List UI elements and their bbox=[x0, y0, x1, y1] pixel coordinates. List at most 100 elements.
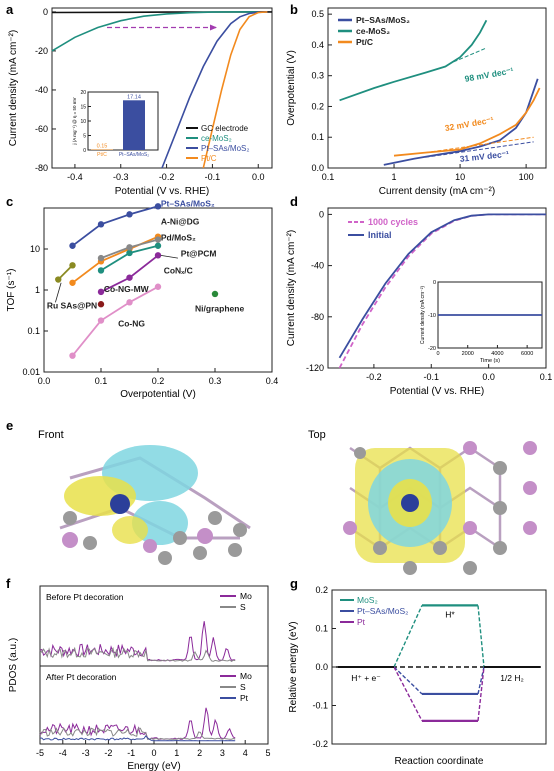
energy-connector bbox=[393, 666, 423, 695]
y-tick-label: 0.0 bbox=[315, 662, 328, 672]
x-tick-label: 1 bbox=[174, 748, 179, 758]
x-tick-label: 0.0 bbox=[252, 172, 265, 182]
slope-annotation: 98 mV dec⁻¹ bbox=[464, 65, 515, 83]
panel-a: -0.4 -0.3 -0.2 -0.1 0.0 0 -20 -40 -60 -80 Potentia… bbox=[0, 0, 280, 200]
y-tick-label: 0.2 bbox=[311, 101, 324, 111]
y-tick-label: 0.1 bbox=[27, 326, 40, 336]
subplot-title: Before Pt decoration bbox=[46, 592, 124, 602]
y-tick-label: -0.1 bbox=[312, 701, 328, 711]
x-tick-label: -0.4 bbox=[67, 172, 83, 182]
y-tick-label: -80 bbox=[35, 163, 48, 173]
y-tick-label: -40 bbox=[35, 85, 48, 95]
energy-connector bbox=[477, 605, 485, 668]
x-tick-label: 1 bbox=[392, 172, 397, 182]
inset-y-tick-label: 20 bbox=[80, 90, 86, 96]
series-label: Ni/graphene bbox=[195, 303, 244, 313]
data-point bbox=[154, 236, 162, 243]
y-tick-label: 0 bbox=[319, 209, 324, 219]
subplot-title: After Pt decoration bbox=[46, 672, 117, 682]
y-axis-label: Overpotential (V) bbox=[286, 50, 297, 126]
legend-label: Mo bbox=[240, 591, 252, 601]
leader-line bbox=[160, 254, 179, 259]
inset-bar bbox=[123, 100, 145, 150]
inset-y-tick-label: -10 bbox=[428, 313, 436, 319]
chart-f: -5 -4 -3 -2 -1 0 1 2 3 4 5 Energy (eV) PDOS (a.u.) Be… bbox=[8, 585, 271, 771]
plot-frame bbox=[327, 7, 547, 169]
x-tick-label: -0.2 bbox=[366, 372, 382, 382]
panel-f: -5 -4 -3 -2 -1 0 1 2 3 4 5 Energy (eV) PDOS (a.u.) Be… bbox=[0, 580, 280, 771]
plot-frame bbox=[327, 207, 547, 369]
state-label: H⁺ + e⁻ bbox=[351, 673, 381, 683]
series-line bbox=[393, 87, 541, 157]
data-point bbox=[126, 249, 133, 257]
legend-label: GC electrode bbox=[201, 124, 249, 133]
data-point bbox=[154, 283, 162, 290]
top-label: Top bbox=[308, 429, 326, 441]
inset-y-tick-label: 10 bbox=[80, 119, 86, 125]
series-label: CoNₓ/C bbox=[164, 266, 193, 276]
series-line bbox=[71, 205, 159, 247]
chart-d: -0.2 -0.1 0.0 0.1 0 -40 -80 -120 Potential (V vs… bbox=[286, 207, 553, 397]
x-tick-label: 2 bbox=[197, 748, 202, 758]
pdos-curve bbox=[39, 735, 236, 742]
y-tick-label: 1 bbox=[35, 285, 40, 295]
x-axis-label: Reaction coordinate bbox=[395, 756, 484, 767]
arrow-head bbox=[210, 24, 217, 31]
x-tick-label: 0 bbox=[151, 748, 156, 758]
legend-label: ce-MoS₂ bbox=[201, 134, 232, 143]
data-point bbox=[97, 317, 105, 324]
inset-y-tick-label: -20 bbox=[428, 346, 436, 352]
fit-line bbox=[425, 141, 534, 158]
fit-line bbox=[453, 47, 487, 63]
x-tick-label: 0.2 bbox=[152, 376, 165, 386]
x-axis-label: Overpotential (V) bbox=[120, 389, 196, 400]
y-tick-label: 0.2 bbox=[315, 585, 328, 595]
inset-x-tick-label: 6000 bbox=[521, 351, 533, 357]
x-tick-label: -0.1 bbox=[424, 372, 440, 382]
y-tick-label: -0.2 bbox=[312, 739, 328, 749]
y-tick-label: 0.1 bbox=[311, 132, 324, 142]
data-point bbox=[154, 252, 162, 259]
x-tick-label: 10 bbox=[455, 172, 465, 182]
x-tick-label: -0.3 bbox=[113, 172, 129, 182]
inset-x-tick-label: 2000 bbox=[462, 351, 474, 357]
x-tick-label: 0.4 bbox=[266, 376, 279, 386]
chart-c: 0.0 0.1 0.2 0.3 0.4 0.01 0.1 1 10 Overpotential (… bbox=[6, 200, 279, 400]
x-tick-label: -5 bbox=[36, 748, 44, 758]
x-tick-label: 0.3 bbox=[209, 376, 222, 386]
x-axis-label: Energy (eV) bbox=[127, 761, 180, 771]
data-point bbox=[97, 301, 105, 308]
inset-x-tick-label: 4000 bbox=[491, 351, 503, 357]
inset-y-tick-label: 15 bbox=[80, 105, 86, 111]
x-tick-label: 0.1 bbox=[322, 172, 335, 182]
state-label: H* bbox=[445, 609, 455, 619]
slope-annotation: 32 mV dec⁻¹ bbox=[444, 115, 495, 133]
x-tick-label: 0.1 bbox=[540, 372, 553, 382]
y-tick-label: -40 bbox=[311, 261, 324, 271]
data-point bbox=[55, 276, 62, 283]
x-tick-label: -0.2 bbox=[159, 172, 175, 182]
inset-category-label: Pt–SAs/MoS₂ bbox=[119, 152, 149, 158]
data-point bbox=[126, 299, 133, 306]
y-axis-label: Relative energy (eV) bbox=[288, 621, 299, 712]
data-point bbox=[154, 242, 162, 249]
pdos-curve bbox=[39, 727, 236, 740]
legend-label: 1000 cycles bbox=[368, 217, 418, 227]
legend-label: Initial bbox=[368, 230, 392, 240]
x-tick-label: 0.0 bbox=[38, 376, 51, 386]
pdos-curve bbox=[39, 621, 236, 662]
panel-e: Front Top bbox=[0, 418, 554, 578]
y-axis-label: Current density (mA cm⁻²) bbox=[286, 230, 297, 346]
plot-frame bbox=[39, 585, 269, 745]
series-label: A-Ni@DG bbox=[161, 216, 200, 226]
legend-label: Pt–SAs/MoS₂ bbox=[356, 15, 410, 25]
y-tick-label: -20 bbox=[35, 46, 48, 56]
series-line bbox=[202, 11, 268, 169]
state-label: 1/2 H₂ bbox=[500, 673, 524, 683]
x-axis-label: Potential (V vs. RHE) bbox=[115, 186, 209, 197]
legend-label: Pt/C bbox=[201, 154, 217, 163]
energy-connector bbox=[477, 666, 485, 721]
chart-g: 0.2 0.1 0.0 -0.1 -0.2 Reaction coordinate Rela… bbox=[288, 585, 547, 767]
data-point bbox=[126, 274, 133, 281]
